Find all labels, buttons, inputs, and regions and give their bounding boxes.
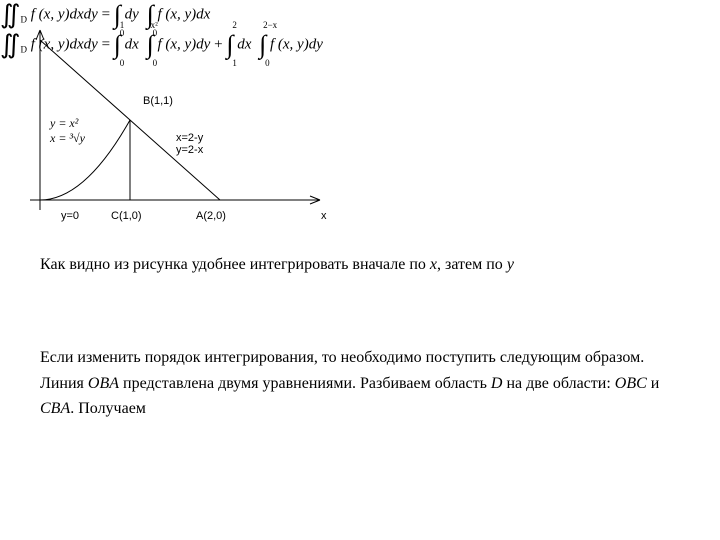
text1y: y	[507, 256, 514, 273]
p2oba: OBA	[88, 375, 119, 392]
point-a-label: A(2,0)	[195, 210, 227, 222]
p2cba: CBA	[40, 400, 70, 417]
eq2-l2hi: x²	[151, 20, 158, 30]
p2d: D	[491, 375, 503, 392]
eq2-l2lo: 0	[153, 58, 158, 68]
eq2-l3lo: 1	[232, 58, 237, 68]
point-c-label: C(1,0)	[110, 210, 143, 222]
p2c: на две области:	[502, 375, 614, 392]
line-eq2-label: y=2-x	[175, 144, 204, 156]
integration-region-diagram: y = x² x = ³√y B(1,1) x=2-y y=2-x y=0 C(…	[20, 20, 340, 240]
eq2-l1lo: 0	[120, 58, 125, 68]
p2obc: OBC	[615, 375, 647, 392]
point-b-label: B(1,1)	[142, 95, 174, 107]
p2b: представлена двумя уравнениями. Разбивае…	[119, 375, 491, 392]
y0-label: y=0	[60, 210, 80, 222]
text-paragraph-2: Если изменить порядок интегрирования, то…	[40, 345, 680, 422]
text1a: Как видно из рисунка удобнее интегрирова…	[40, 256, 430, 273]
eq2-l4hi: 2−x	[263, 20, 277, 30]
eq2-l1hi: 1	[120, 20, 125, 30]
text1b: , затем по	[437, 256, 507, 273]
text1x: x	[430, 256, 437, 273]
text-line-1: Как видно из рисунка удобнее интегрирова…	[40, 252, 680, 278]
p2d2: и	[647, 375, 660, 392]
curve-formula-2: x = ³√y	[48, 130, 87, 147]
eq2-l3hi: 2	[232, 20, 237, 30]
line-eq1-label: x=2-y	[175, 132, 204, 144]
x-axis-label: x	[320, 210, 328, 222]
eq2-l4lo: 0	[265, 58, 270, 68]
p2e: . Получаем	[70, 400, 146, 417]
